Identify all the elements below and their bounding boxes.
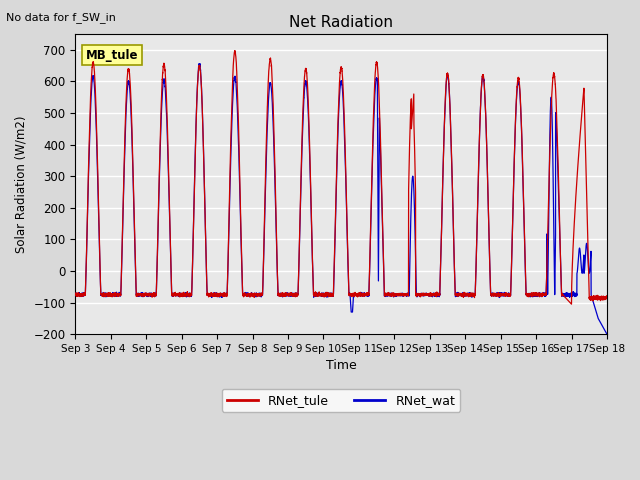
Title: Net Radiation: Net Radiation: [289, 15, 393, 30]
Y-axis label: Solar Radiation (W/m2): Solar Radiation (W/m2): [15, 115, 28, 253]
X-axis label: Time: Time: [326, 360, 356, 372]
Legend: RNet_tule, RNet_wat: RNet_tule, RNet_wat: [222, 389, 460, 412]
Text: MB_tule: MB_tule: [86, 49, 138, 62]
Text: No data for f_SW_in: No data for f_SW_in: [6, 12, 116, 23]
